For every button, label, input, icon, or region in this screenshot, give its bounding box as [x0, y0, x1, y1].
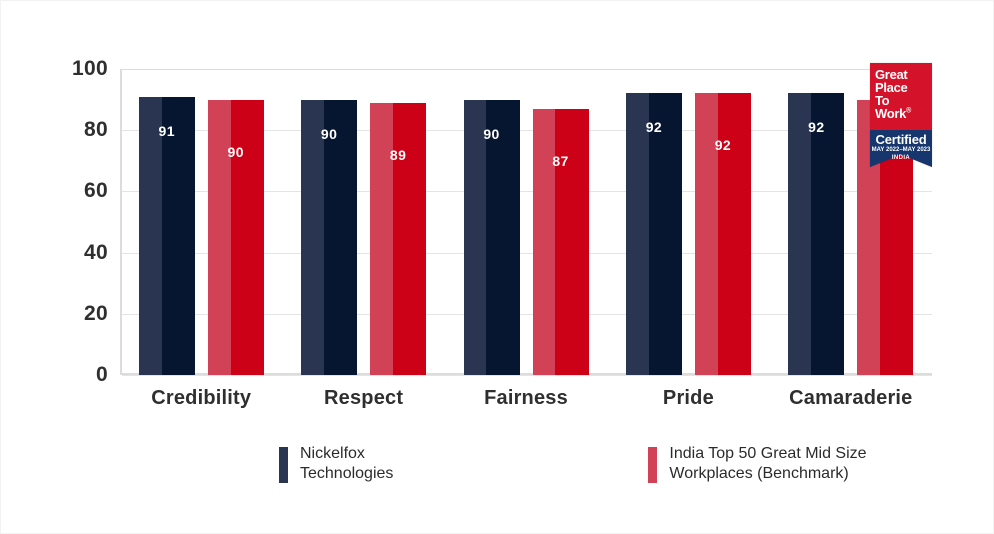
bar-value-label: 90 — [320, 125, 338, 142]
gridline — [122, 313, 932, 315]
bar-segment-dark — [811, 93, 845, 375]
bar-segment-light — [788, 93, 812, 375]
bar-segment-dark — [486, 99, 520, 375]
bar-segment-dark — [717, 93, 751, 375]
bar-segment-light — [694, 93, 718, 375]
y-axis-tick-label: 100 — [72, 57, 108, 80]
legend-item[interactable]: Nickelfox Technologies — [279, 444, 393, 485]
category-label: Pride — [662, 387, 714, 409]
legend-item[interactable]: India Top 50 Great Mid Size Workplaces (… — [648, 444, 867, 485]
bar-segment-light — [463, 99, 487, 375]
bar-layer: 91909089908792929290 — [120, 69, 932, 375]
bar[interactable]: 92 — [788, 93, 845, 375]
bar-segment-light — [138, 96, 162, 375]
legend-swatch — [279, 447, 288, 483]
bar[interactable]: 90 — [207, 99, 264, 375]
y-axis-tick-label: 0 — [96, 363, 108, 386]
bar-value-label: 89 — [389, 146, 407, 163]
badge-headline: Great Place To Work® — [875, 68, 928, 120]
bar-value-label: 87 — [552, 152, 569, 169]
bar[interactable]: 89 — [370, 102, 427, 375]
badge-line-4: Work® — [875, 107, 928, 120]
category-label: Credibility — [151, 387, 252, 409]
bar-segment-dark — [393, 102, 427, 375]
badge-ribbon — [870, 63, 932, 167]
bar-group: 91 90 — [120, 69, 282, 375]
bar-segment-light — [207, 99, 231, 375]
badge-line-1: Great — [875, 67, 908, 82]
badge-country-label: INDIA — [891, 155, 911, 161]
badge-line-2: Place — [875, 80, 908, 95]
badge-certified-label: Certified — [875, 132, 927, 147]
plot-top-rule — [122, 69, 932, 70]
y-axis-tick-label: 60 — [84, 179, 108, 203]
bar-value-label: 90 — [227, 143, 244, 160]
great-place-to-work-badge-icon: Great Place To Work® Certified MAY 2022–… — [870, 63, 932, 167]
bar-segment-light — [301, 99, 325, 375]
bar-segment-dark — [648, 93, 682, 375]
bar-value-label: 92 — [808, 119, 825, 136]
category-axis: Credibility Respect Fairness Pride Camarader… — [120, 387, 932, 410]
gridline — [122, 130, 932, 132]
chart-legend: Nickelfox Technologies India Top 50 Great… — [279, 444, 867, 485]
bar-segment-dark — [230, 99, 264, 375]
bar[interactable]: 92 — [625, 93, 682, 375]
y-axis-tick-label: 20 — [84, 301, 108, 325]
bar-segment-light — [857, 99, 881, 375]
badge-line-3: To — [875, 93, 890, 108]
bar-segment-dark — [161, 96, 195, 375]
gridline — [122, 375, 932, 376]
bar-value-label: 92 — [645, 119, 663, 136]
y-axis-tick-label: 40 — [84, 240, 108, 264]
y-axis-tick-label: 80 — [84, 118, 108, 142]
badge-line-4-text: Work — [875, 106, 907, 121]
bar[interactable]: 91 — [138, 96, 195, 375]
registered-trademark-icon: ® — [906, 107, 911, 115]
category-label: Camaraderie — [789, 387, 913, 409]
bar-group: 90 89 — [282, 69, 444, 375]
bar-segment-light — [625, 93, 649, 375]
category-label: Respect — [324, 387, 404, 409]
bar[interactable]: 90 — [301, 99, 358, 375]
bar[interactable]: 87 — [532, 108, 589, 375]
bar-group: 90 87 — [445, 69, 607, 375]
bar-segment-light — [370, 102, 394, 375]
category-label: Fairness — [484, 387, 568, 409]
badge-validity-dates: MAY 2022–MAY 2023 — [871, 147, 931, 153]
bar-value-label: 92 — [714, 137, 732, 154]
bar-segment-dark — [324, 99, 358, 375]
gridline — [122, 252, 932, 254]
bar-segment-dark — [555, 108, 589, 375]
legend-label: India Top 50 Great Mid Size Workplaces (… — [669, 445, 867, 483]
bar-group: 92 92 — [607, 69, 769, 375]
bar-value-label: 90 — [483, 125, 500, 142]
bar[interactable]: 92 — [694, 93, 751, 375]
bar[interactable]: 90 — [463, 99, 520, 375]
legend-swatch — [648, 447, 658, 483]
legend-label: Nickelfox Technologies — [300, 445, 394, 483]
gridline — [122, 191, 932, 193]
bar-segment-light — [532, 108, 556, 375]
bar-value-label: 91 — [158, 122, 175, 139]
plot-area: 100 80 60 40 20 0 — [72, 57, 932, 386]
